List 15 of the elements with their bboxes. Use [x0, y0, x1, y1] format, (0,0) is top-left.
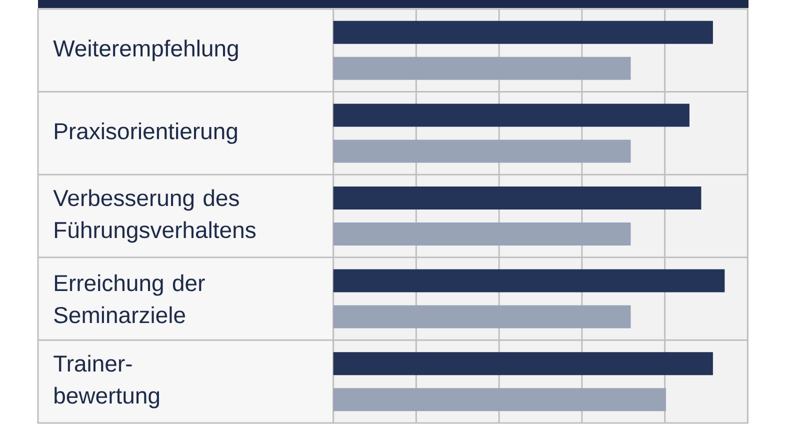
bar: [333, 222, 631, 246]
bar: [333, 140, 631, 163]
y-tick-label: Weiterempfehlung: [53, 40, 238, 62]
y-tick-label: Trainer- bewertung: [54, 354, 160, 408]
bar: [333, 305, 631, 328]
bar: [333, 20, 713, 44]
bar: [333, 104, 690, 127]
y-tick-label: Erreichung der Seminarziele: [54, 274, 205, 324]
bar: [333, 56, 631, 80]
y-tick-label: Praxisorientierung: [54, 122, 237, 144]
bar: [333, 352, 713, 376]
y-tick-label: Verbesserung des Führungsverhaltens: [53, 189, 256, 243]
bar: [333, 186, 702, 210]
bar: [333, 269, 725, 292]
bar: [333, 388, 666, 412]
